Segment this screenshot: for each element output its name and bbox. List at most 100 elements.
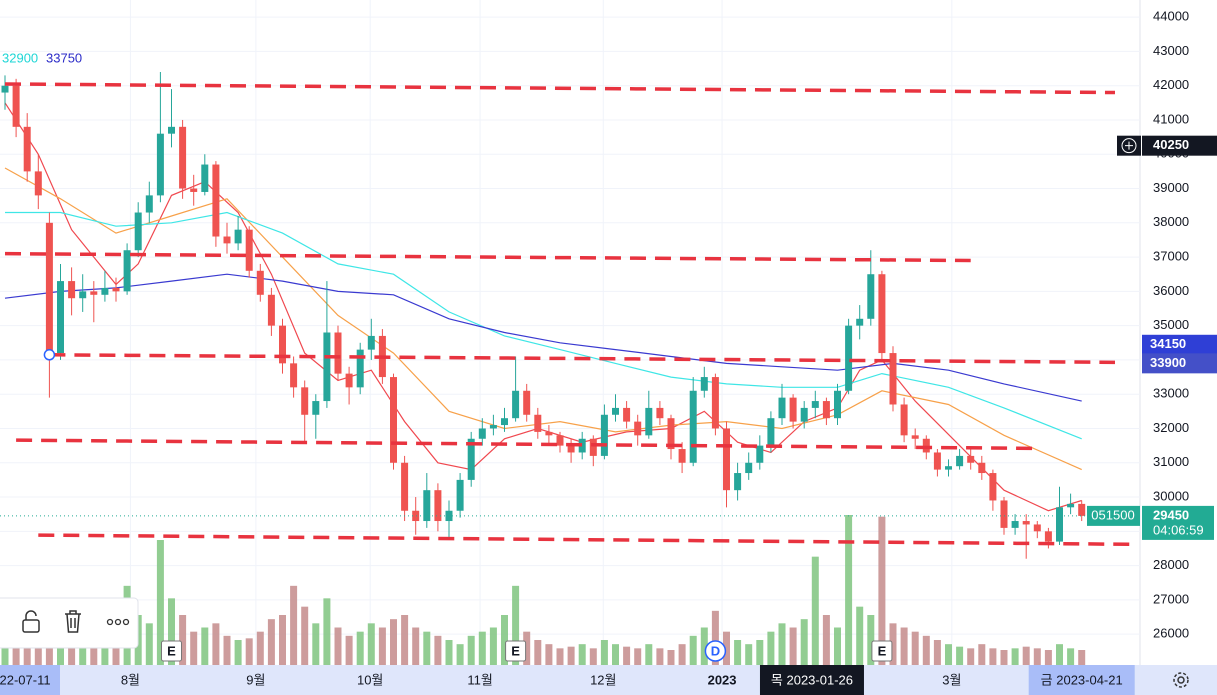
volume-bar [800,619,808,665]
x-tick-label: 3월 [942,672,961,687]
volume-bar [811,556,819,665]
x-tick-label: 12월 [590,672,616,687]
y-tick-label: 42000 [1153,77,1189,92]
volume-bar [922,635,930,665]
volume-bar [734,640,742,665]
volume-bar [245,638,253,665]
candle-body [867,274,875,319]
moving-average [4,273,1082,402]
candle-body [234,229,242,244]
settings-button[interactable] [1173,672,1189,688]
volume-bar [112,644,120,665]
candle-body [434,490,442,522]
candle-body [467,438,475,480]
candle-body [745,462,753,474]
lock-button[interactable] [22,610,40,633]
y-tick-label: 43000 [1153,43,1189,58]
candle-body [778,397,786,419]
candle-body [1033,524,1041,532]
volume-bar [822,615,830,665]
candle-body [112,287,120,292]
candle-body [723,428,730,491]
volume-bar [967,648,975,665]
candle-body [323,332,331,402]
last-price-box [1142,505,1214,540]
candle-body [1067,503,1075,508]
time-label: 금 2023-04-21 [1041,672,1123,687]
event-label: D [711,643,720,658]
x-tick-label: 9월 [246,672,265,687]
candle-body [1044,531,1052,542]
price-label: 40250 [1153,137,1189,152]
symbol-tag: 051500 [1091,507,1134,522]
volume-bar [423,631,431,665]
volume-bar [1044,650,1052,665]
candle-body [578,438,586,453]
anchor-point [43,349,56,361]
candle-body [612,407,619,415]
ma-legend-value: 33750 [46,50,82,65]
candle-body [800,407,808,422]
candle-body [179,126,187,189]
candle-body [645,407,653,436]
candle-body [423,490,431,522]
volume-bar [1067,648,1075,665]
x-tick-label: 2023 [708,672,737,687]
candle-body [512,390,520,419]
add-icon [1125,141,1133,150]
volume-bar [711,610,719,665]
trend-line [49,353,1116,365]
candle-body [145,195,153,213]
volume-bar [589,648,597,665]
volume-bar [234,640,242,665]
candle-body [956,455,964,467]
candle-body [634,421,642,436]
last-price-label: 29450 [1153,507,1189,522]
candle-body [245,229,253,271]
volume-bar [867,615,875,665]
candle-body [845,325,853,391]
candle-body [478,428,486,439]
candle-body [689,390,697,463]
volume-bar [578,644,586,665]
volume-bar [412,627,420,665]
volume-bar [600,640,608,665]
volume-bar [1056,644,1063,665]
event-label: E [878,643,887,658]
candle-body [734,473,742,491]
event-label: E [167,643,176,658]
candle-body [911,435,919,439]
candle-body [600,414,608,456]
candle-body [767,418,775,446]
event-badge [161,640,182,662]
candle-body [90,291,98,295]
candle-body [312,401,320,415]
price-label: 34150 [1150,336,1186,351]
price-label-box [1142,334,1217,355]
volume-bar [1033,648,1041,665]
moving-average [4,167,1082,471]
candle-body [822,401,830,419]
volume-bar [12,635,20,665]
volume-bar [356,631,364,665]
candle-body [34,171,42,196]
trend-line [38,533,1138,547]
volume-bar [689,635,697,665]
volume-bar [267,619,275,665]
volume-bar [390,619,397,665]
candle-body [390,377,397,463]
y-tick-label: 26000 [1153,626,1189,641]
y-tick-label: 41000 [1153,111,1189,126]
delete-button[interactable] [65,610,81,633]
volume-bar [978,644,986,665]
volume-bar [1022,646,1030,665]
more-button[interactable] [106,618,130,626]
candle-body [279,325,286,364]
candle-body [989,473,997,501]
volume-bar [323,598,331,665]
candle-body [267,294,275,326]
candle-body [79,291,87,299]
candle-body [45,222,53,354]
time-label-box [1028,665,1135,695]
volume-bar [634,648,642,665]
